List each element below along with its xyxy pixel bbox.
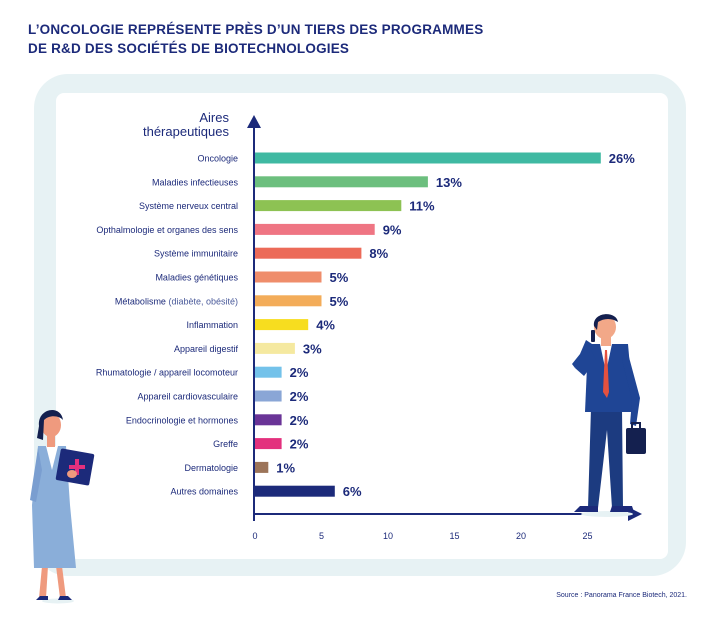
bar [255, 247, 362, 259]
value-label: 9% [383, 222, 402, 237]
value-label: 5% [330, 294, 349, 309]
category-label: Système nerveux central [139, 201, 238, 211]
bar [255, 366, 282, 378]
x-tick-label: 5 [319, 531, 324, 541]
value-label: 8% [369, 246, 388, 261]
value-label: 2% [290, 413, 309, 428]
doctor-illustration [30, 409, 95, 604]
category-label: Métabolisme (diabète, obésité) [115, 296, 238, 306]
category-label: Oncologie [197, 154, 238, 164]
value-label: 3% [303, 341, 322, 356]
category-label: Dermatologie [184, 463, 238, 473]
category-label: Système immunitaire [154, 249, 238, 259]
category-label: Rhumatologie / appareil locomoteur [96, 368, 238, 378]
value-label: 26% [609, 151, 635, 166]
value-label: 2% [290, 365, 309, 380]
value-label: 1% [276, 460, 295, 475]
x-tick-label: 20 [516, 531, 526, 541]
chart-title: L’ONCOLOGIE REPRÉSENTE PRÈS D’UN TIERS D… [28, 20, 483, 58]
category-label: Maladies infectieuses [152, 177, 239, 187]
x-tick-label: 15 [449, 531, 459, 541]
category-label: Endocrinologie et hormones [126, 415, 239, 425]
value-label: 4% [316, 318, 335, 333]
bar [255, 295, 322, 307]
value-label: 2% [290, 389, 309, 404]
source-note: Source : Panorama France Biotech, 2021. [556, 592, 687, 599]
bar [255, 152, 601, 164]
bar [255, 414, 282, 426]
category-label: Appareil digestif [174, 344, 239, 354]
y-axis-title-line-2: thérapeutiques [143, 124, 230, 139]
value-label: 2% [290, 437, 309, 452]
value-label: 6% [343, 484, 362, 499]
y-axis-title-line-1: Aires [199, 110, 229, 125]
bar [255, 485, 335, 497]
chart-title-line-2: DE R&D DES SOCIÉTÉS DE BIOTECHNOLOGIES [28, 41, 350, 56]
bar [255, 271, 322, 283]
category-label: Inflammation [186, 320, 238, 330]
chart-title-line-1: L’ONCOLOGIE REPRÉSENTE PRÈS D’UN TIERS D… [28, 22, 484, 37]
y-axis-arrow [247, 115, 261, 128]
phone-icon [591, 330, 595, 342]
businessman-illustration [572, 314, 646, 517]
bar-series: Oncologie 26% Maladies infectieuses 13% Syst… [96, 151, 635, 499]
value-label: 13% [436, 175, 462, 190]
x-tick-label: 0 [252, 531, 257, 541]
x-tick-label: 10 [383, 531, 393, 541]
chart-panel [56, 93, 668, 559]
value-label: 11% [409, 199, 435, 214]
category-label: Opthalmologie et organes des sens [96, 225, 238, 235]
briefcase-icon [626, 428, 646, 454]
category-label: Autres domaines [170, 487, 238, 497]
category-label: Maladies génétiques [155, 273, 238, 283]
bar [255, 342, 295, 354]
bar [255, 223, 375, 235]
bar [255, 319, 309, 331]
category-label: Appareil cardiovasculaire [137, 392, 238, 402]
bar [255, 438, 282, 450]
bar [255, 176, 428, 188]
category-label: Greffe [213, 439, 238, 449]
bar [255, 461, 269, 473]
bar [255, 390, 282, 402]
x-tick-label: 25 [582, 531, 592, 541]
bar [255, 200, 402, 212]
value-label: 5% [330, 270, 349, 285]
